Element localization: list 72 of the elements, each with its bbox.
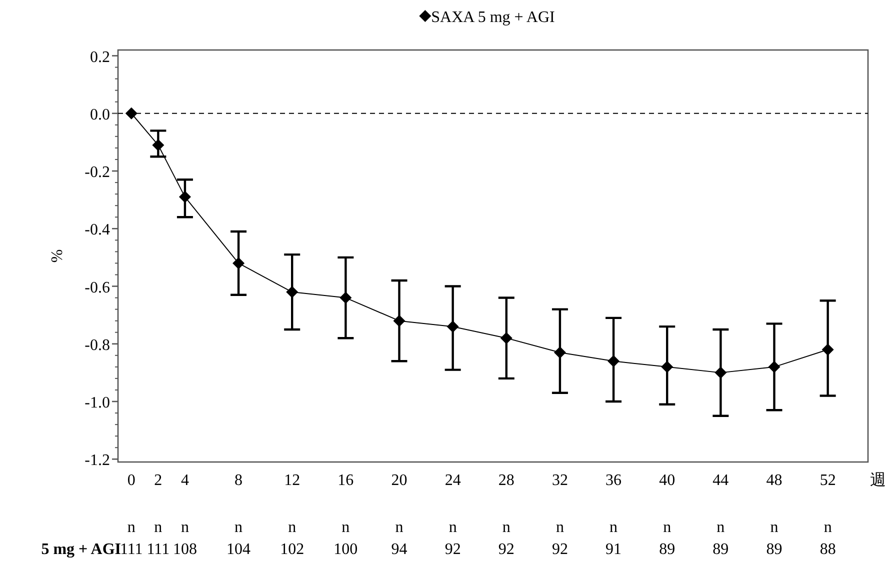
text: n <box>716 519 725 536</box>
text: n <box>288 519 296 536</box>
x-tick-label: 40 <box>659 472 676 489</box>
point <box>661 360 674 373</box>
y-tick-label: -1.2 <box>84 452 110 470</box>
text: 104 <box>226 541 251 558</box>
text: 111 <box>146 541 170 558</box>
y-tick-label: -1.0 <box>84 394 110 412</box>
x-axis-title: 週 <box>870 472 886 489</box>
x-tick-label: 32 <box>552 472 568 489</box>
text: 92 <box>498 541 514 558</box>
text: 100 <box>334 541 358 558</box>
text: 108 <box>172 541 197 558</box>
y-axis-title: % <box>49 249 66 263</box>
text: 92 <box>552 541 568 558</box>
point <box>608 355 620 368</box>
x-tick-label: 48 <box>766 472 782 489</box>
point <box>768 360 780 373</box>
point <box>178 190 191 203</box>
x-tick-label: 16 <box>338 472 354 489</box>
text: 111 <box>120 541 143 558</box>
y-tick-label: -0.2 <box>84 164 110 182</box>
point <box>500 332 512 344</box>
text: n <box>127 519 136 536</box>
text: n <box>770 519 778 536</box>
x-tick-label: 4 <box>180 472 189 489</box>
y-tick-label: -0.6 <box>84 279 110 296</box>
y-tick-label: -0.8 <box>84 336 110 354</box>
x-tick-label: 20 <box>391 472 408 489</box>
text: n <box>342 519 350 536</box>
point <box>554 346 566 359</box>
text: 91 <box>606 541 622 558</box>
x-tick-label: 36 <box>606 472 622 489</box>
text: n <box>824 519 832 536</box>
x-tick-label: 12 <box>284 472 300 489</box>
point <box>446 320 459 333</box>
y-tick-label: 0.0 <box>90 106 110 124</box>
point <box>232 257 245 270</box>
text: 88 <box>820 541 836 558</box>
legend: SAXA 5 mg + AGI <box>419 9 555 26</box>
text: 92 <box>444 541 461 558</box>
x-tick-label: 0 <box>127 472 136 489</box>
text: 102 <box>280 541 304 558</box>
text: 94 <box>391 541 408 558</box>
text: n <box>556 519 564 536</box>
text: n <box>502 519 510 536</box>
point <box>125 107 138 120</box>
point <box>286 286 298 298</box>
point <box>714 366 727 379</box>
text: n <box>234 519 243 536</box>
x-tick-label: 28 <box>498 472 514 489</box>
point <box>393 314 406 327</box>
text: n <box>154 519 162 536</box>
y-tick-label: -0.4 <box>84 222 110 239</box>
x-tick-label: 44 <box>712 472 729 489</box>
text: n <box>610 519 618 536</box>
y-tick-label: 0.2 <box>90 48 110 66</box>
text: n <box>395 519 404 536</box>
point <box>822 344 834 356</box>
text: 89 <box>766 541 782 558</box>
text: n <box>448 519 457 536</box>
text: n <box>180 519 189 536</box>
text: 5 mg + AGI <box>41 541 121 558</box>
x-tick-label: 24 <box>444 472 461 489</box>
x-tick-label: 8 <box>234 472 243 489</box>
text: n <box>663 519 672 536</box>
text: 89 <box>659 541 676 558</box>
x-tick-label: 52 <box>820 472 836 489</box>
x-tick-label: 2 <box>154 472 162 489</box>
point <box>152 139 164 152</box>
point <box>340 292 352 304</box>
text: 89 <box>712 541 729 558</box>
